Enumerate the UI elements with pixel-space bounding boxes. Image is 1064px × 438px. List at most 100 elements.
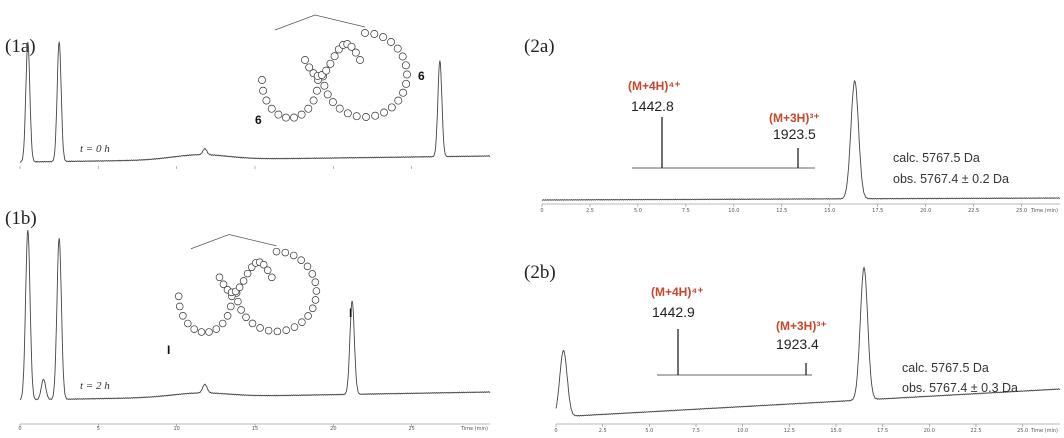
residue-circle xyxy=(399,88,408,97)
residue-circle xyxy=(326,59,335,68)
chromatogram-2b: 0 2.5 5.0 7.5 10.0 12.5 15.0 17.5 20.0 22.5 25.0 Ti… xyxy=(554,266,1061,434)
residue-circle xyxy=(259,86,268,95)
residue-circle xyxy=(175,302,184,311)
residue-circle xyxy=(309,96,318,105)
residue-circle xyxy=(312,287,321,295)
residue-circle xyxy=(262,96,271,105)
x-tick-label-p2a-8: 20.0 xyxy=(920,208,931,214)
peptide-structure-1a xyxy=(258,14,411,122)
residue-circle xyxy=(290,113,298,122)
residue-circle xyxy=(235,283,244,292)
chromatogram-trace-p1b xyxy=(19,229,491,401)
residue-circle xyxy=(289,251,298,260)
residue-circle xyxy=(322,66,331,75)
residue-circle xyxy=(268,273,276,282)
residue-circle xyxy=(311,278,320,286)
residue-circle xyxy=(311,296,320,304)
residue-circle xyxy=(282,113,290,122)
panel-label-2a: (2a) xyxy=(524,36,555,57)
residue-circle xyxy=(402,79,411,88)
time-label-1b: t = 2 h xyxy=(80,380,110,392)
x-tick-label-p1b-4: 20 xyxy=(330,426,336,432)
residue-circle xyxy=(274,110,283,119)
residue-circle xyxy=(242,313,250,322)
residue-circle xyxy=(347,42,356,51)
residue-circle xyxy=(243,269,252,278)
residue-circle xyxy=(248,319,257,328)
ion-value-2b-1: 1442.9 xyxy=(652,304,695,320)
obs-mass-2a: obs. 5767.4 ± 0.2 Da xyxy=(893,172,1009,186)
residue-circle xyxy=(308,270,317,278)
residue-circle xyxy=(352,112,361,121)
x-tick-label-p1b-5: 25 xyxy=(408,426,414,432)
x-tick-label-p2a-7: 17.5 xyxy=(872,208,883,214)
residue-circle xyxy=(256,324,264,332)
x-tick-label-p1b-0: 0 xyxy=(18,426,21,432)
residue-circle xyxy=(308,304,317,313)
x-tick-label-p2a-5: 12.5 xyxy=(776,208,787,214)
x-tick-label-p2b-1: 2.5 xyxy=(599,428,607,434)
x-axis-label-p2b: Time (min) xyxy=(1030,428,1058,434)
residue-circle xyxy=(219,280,228,289)
chromatogram-2a: 0 2.5 5.0 7.5 10.0 12.5 15.0 17.5 20.0 22.5 25.0 Ti… xyxy=(540,79,1061,214)
x-tick-label-p2b-0: 0 xyxy=(554,428,557,434)
residue-circle xyxy=(304,104,313,113)
residue-circle xyxy=(184,319,192,328)
x-tick-label-p2b-9: 22.5 xyxy=(970,428,981,434)
residue-circle xyxy=(361,29,369,37)
residue-circle xyxy=(362,113,370,121)
x-tick-label-p2b-8: 20.0 xyxy=(924,428,935,434)
residue-circle xyxy=(330,52,339,61)
residue-circle xyxy=(297,110,306,119)
peak-label-1a-left: 6 xyxy=(255,113,262,127)
residue-circle xyxy=(304,312,312,320)
residue-circle xyxy=(297,256,305,264)
residue-circle xyxy=(298,318,306,326)
residue-circle xyxy=(356,56,364,64)
residue-circle xyxy=(205,328,213,336)
chromatogram-1b: 0 5 10 15 20 25 Time (min) xyxy=(18,229,491,432)
residue-circle xyxy=(403,70,411,79)
ion-value-2b-2: 1923.4 xyxy=(776,336,819,352)
residue-circle xyxy=(234,297,242,306)
x-tick-label-p2b-3: 7.5 xyxy=(692,428,700,434)
ion-value-2a-2: 1923.5 xyxy=(773,126,816,142)
x-tick-label-p2a-2: 5.0 xyxy=(634,208,642,214)
residue-circle xyxy=(379,33,388,42)
peptide-structure-1b xyxy=(174,234,321,336)
x-tick-label-p2a-4: 10.0 xyxy=(728,208,739,214)
residue-circle xyxy=(239,277,248,285)
residue-circle xyxy=(223,312,232,320)
peak-label-1b-left: I xyxy=(167,343,170,357)
x-tick-label-p1b-3: 15 xyxy=(252,426,258,432)
x-tick-label-p2a-9: 22.5 xyxy=(968,208,979,214)
calc-mass-2a: calc. 5767.5 Da xyxy=(893,151,980,165)
residue-circle xyxy=(237,306,245,314)
residue-circle xyxy=(370,30,379,38)
chromatogram-trace-p1a xyxy=(19,41,491,163)
x-axis-label-p2a: Time (min) xyxy=(1030,208,1058,214)
x-tick-label-p2a-1: 2.5 xyxy=(586,208,594,214)
ion-name-2b-2: (M+3H)³⁺ xyxy=(776,319,827,333)
residue-circle xyxy=(393,44,402,53)
x-tick-label-p2b-6: 15.0 xyxy=(830,428,841,434)
residue-circle xyxy=(272,247,281,256)
residue-circle xyxy=(305,63,314,72)
ms-inset-2a: (M+4H)⁴⁺ 1442.8 (M+3H)³⁺ 1923.5 xyxy=(628,79,820,169)
residue-circle xyxy=(323,90,332,99)
residue-circle xyxy=(351,48,360,57)
residue-circle xyxy=(258,76,266,84)
x-tick-label-p1b-2: 10 xyxy=(173,426,179,432)
residue-circle xyxy=(190,325,198,333)
chromatogram-1a xyxy=(19,41,491,169)
panel-label-1b: (1b) xyxy=(5,208,37,229)
residue-circle xyxy=(179,312,187,320)
ion-name-2b-1: (M+4H)⁴⁺ xyxy=(651,285,704,299)
residue-circle xyxy=(394,96,403,105)
x-tick-label-p2b-7: 17.5 xyxy=(877,428,888,434)
residue-circle xyxy=(303,262,312,271)
ion-name-2a-2: (M+3H)³⁺ xyxy=(769,111,820,125)
residue-circle xyxy=(320,81,329,90)
residue-circle xyxy=(263,266,272,274)
